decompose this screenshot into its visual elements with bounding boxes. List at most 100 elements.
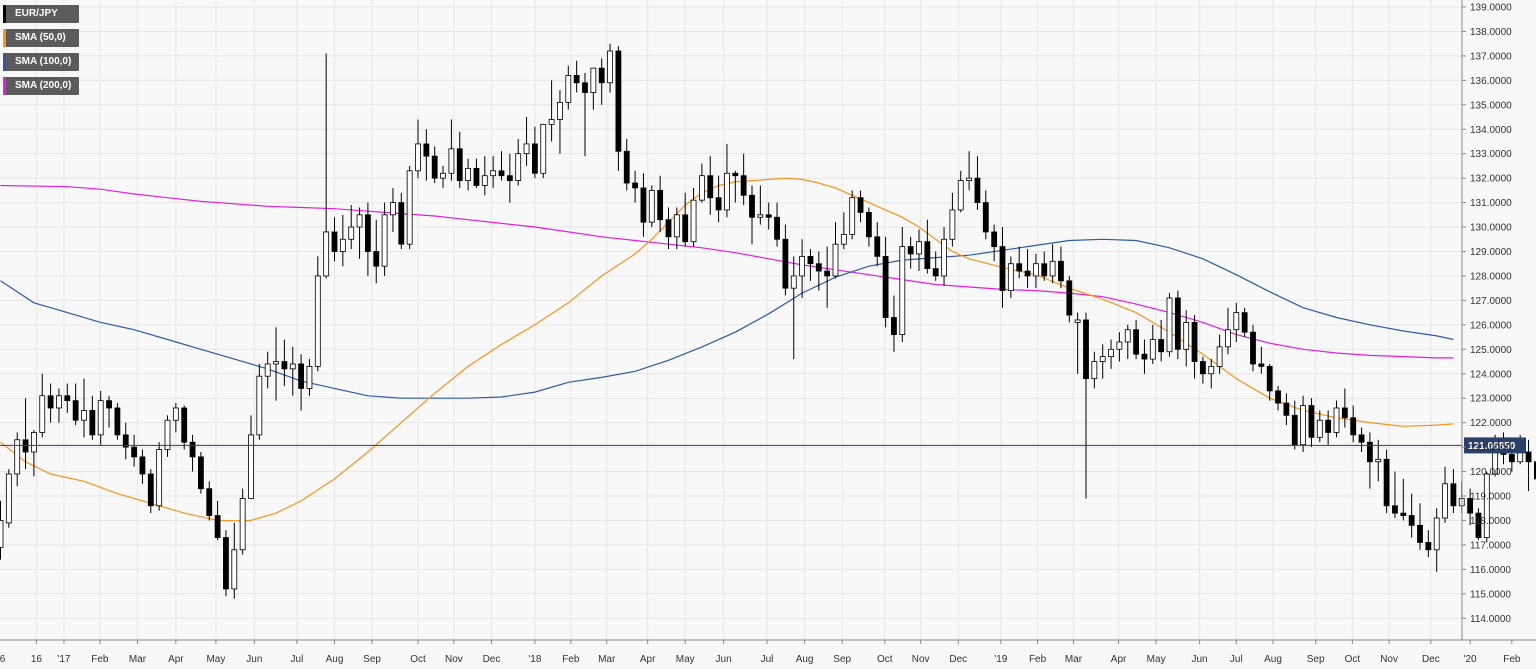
- candle[interactable]: [30, 429, 37, 477]
- candle[interactable]: [999, 227, 1006, 308]
- candle[interactable]: [1108, 339, 1114, 369]
- candle[interactable]: [1417, 503, 1423, 550]
- candle[interactable]: [1534, 445, 1536, 482]
- candle[interactable]: [81, 378, 87, 438]
- candle[interactable]: [1116, 332, 1123, 362]
- candle[interactable]: [740, 153, 747, 206]
- candle[interactable]: [540, 123, 547, 179]
- candle[interactable]: [1225, 307, 1231, 355]
- candle[interactable]: [1099, 344, 1106, 379]
- candle[interactable]: [47, 383, 54, 423]
- candle[interactable]: [1341, 388, 1348, 428]
- candle[interactable]: [1283, 393, 1290, 426]
- candle[interactable]: [1392, 471, 1398, 519]
- candle[interactable]: [957, 170, 964, 213]
- candle[interactable]: [415, 119, 421, 179]
- candle[interactable]: [373, 219, 380, 284]
- candle[interactable]: [498, 151, 505, 181]
- candle[interactable]: [1316, 410, 1323, 443]
- candle[interactable]: [932, 251, 939, 281]
- candle[interactable]: [607, 43, 613, 93]
- candle[interactable]: [1442, 466, 1448, 523]
- legend-item-sma-100[interactable]: SMA (100,0): [3, 53, 80, 71]
- candle[interactable]: [790, 256, 797, 360]
- candle[interactable]: [1183, 310, 1190, 367]
- candle[interactable]: [1433, 508, 1440, 572]
- candle[interactable]: [1308, 398, 1315, 448]
- candle[interactable]: [1233, 302, 1240, 342]
- candle[interactable]: [147, 469, 154, 514]
- candle[interactable]: [64, 383, 71, 413]
- candle[interactable]: [1007, 256, 1014, 298]
- candle[interactable]: [515, 139, 522, 186]
- candle[interactable]: [314, 256, 321, 372]
- candle[interactable]: [456, 131, 463, 188]
- candle[interactable]: [1074, 312, 1081, 374]
- candle[interactable]: [916, 229, 922, 272]
- legend-item-sma-200[interactable]: SMA (200,0): [3, 77, 80, 95]
- candle[interactable]: [807, 249, 814, 281]
- candle[interactable]: [356, 207, 363, 259]
- candle[interactable]: [72, 383, 79, 426]
- candle[interactable]: [189, 434, 196, 472]
- candle[interactable]: [431, 146, 438, 184]
- candle[interactable]: [857, 190, 864, 223]
- candle[interactable]: [1166, 293, 1173, 357]
- candle[interactable]: [1024, 249, 1031, 289]
- candle[interactable]: [648, 185, 655, 228]
- candle[interactable]: [573, 60, 580, 93]
- candle[interactable]: [106, 395, 112, 428]
- candle[interactable]: [548, 80, 555, 142]
- candle[interactable]: [381, 202, 388, 276]
- candle[interactable]: [1200, 356, 1206, 384]
- candle[interactable]: [14, 432, 21, 487]
- candle[interactable]: [39, 373, 46, 438]
- candle[interactable]: [5, 469, 12, 528]
- candle[interactable]: [164, 415, 171, 457]
- candle[interactable]: [1275, 385, 1281, 411]
- candle[interactable]: [891, 295, 897, 352]
- candle[interactable]: [139, 449, 146, 484]
- candle[interactable]: [1124, 324, 1131, 360]
- candle[interactable]: [866, 207, 872, 247]
- candle[interactable]: [749, 185, 755, 245]
- candle[interactable]: [181, 405, 188, 450]
- candle[interactable]: [582, 73, 588, 157]
- candle[interactable]: [1425, 530, 1432, 558]
- candle[interactable]: [815, 251, 822, 291]
- candle[interactable]: [306, 359, 313, 396]
- candle[interactable]: [131, 434, 138, 467]
- candle[interactable]: [1467, 488, 1473, 526]
- candle[interactable]: [699, 163, 705, 203]
- candle[interactable]: [490, 156, 497, 188]
- candle[interactable]: [1291, 400, 1298, 450]
- candle[interactable]: [1483, 471, 1490, 543]
- candle[interactable]: [1367, 432, 1373, 489]
- candle[interactable]: [799, 239, 805, 298]
- candle[interactable]: [1033, 253, 1039, 289]
- candle[interactable]: [1300, 395, 1306, 452]
- candle[interactable]: [673, 207, 680, 250]
- candle[interactable]: [206, 481, 213, 521]
- candle[interactable]: [1333, 400, 1340, 438]
- candle[interactable]: [1325, 410, 1332, 445]
- candle[interactable]: [1133, 319, 1139, 360]
- candle[interactable]: [281, 339, 288, 386]
- candle[interactable]: [248, 415, 254, 499]
- candle[interactable]: [715, 175, 722, 223]
- candle[interactable]: [665, 207, 672, 250]
- candle[interactable]: [273, 327, 279, 401]
- candle[interactable]: [156, 442, 163, 511]
- candle[interactable]: [1016, 246, 1023, 279]
- candle[interactable]: [640, 173, 647, 237]
- candle[interactable]: [1216, 334, 1223, 374]
- candle[interactable]: [256, 363, 263, 440]
- candle[interactable]: [966, 151, 972, 191]
- candle[interactable]: [398, 192, 405, 250]
- candle[interactable]: [707, 156, 714, 215]
- candle[interactable]: [323, 53, 330, 279]
- candle[interactable]: [1066, 275, 1073, 323]
- candle[interactable]: [1250, 324, 1256, 372]
- candle[interactable]: [264, 351, 271, 389]
